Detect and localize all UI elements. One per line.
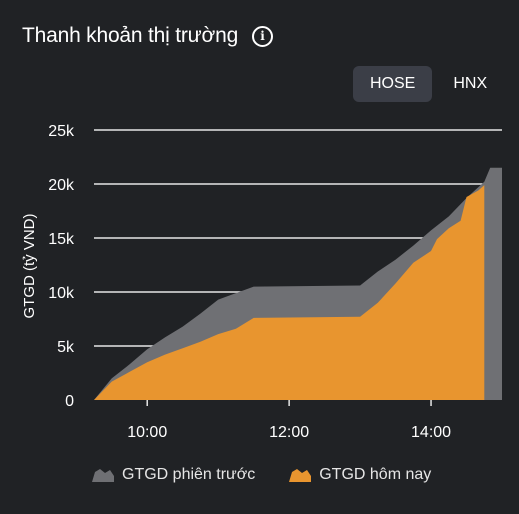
liquidity-chart: 0 5k 10k 15k 20k 25k 10:00 12:00 14:00 GTGD (tỷ…: [21, 123, 502, 441]
legend-swatch-previous: [92, 469, 114, 482]
legend-item-previous[interactable]: GTGD phiên trước: [92, 466, 255, 484]
legend-item-today[interactable]: GTGD hôm nay: [289, 466, 431, 484]
legend-label-previous: GTGD phiên trước: [122, 466, 256, 483]
y-axis: 0 5k 10k 15k 20k 25k: [48, 123, 75, 410]
x-tick-label: 14:00: [411, 424, 451, 441]
exchange-tabs: HOSE HNX: [353, 66, 504, 102]
y-tick-label: 0: [65, 393, 74, 410]
x-tick-label: 10:00: [127, 424, 167, 441]
y-tick-label: 25k: [48, 123, 75, 140]
legend-swatch-today: [289, 469, 312, 482]
y-tick-label: 20k: [48, 177, 75, 194]
x-tick-label: 12:00: [269, 424, 309, 441]
area-today: [94, 185, 485, 400]
tab-hnx[interactable]: HNX: [453, 75, 488, 92]
y-tick-label: 10k: [48, 285, 75, 302]
page-title: Thanh khoản thị trường: [22, 24, 239, 47]
legend-label-today: GTGD hôm nay: [319, 466, 432, 483]
x-axis: 10:00 12:00 14:00: [127, 400, 451, 441]
y-tick-label: 15k: [48, 231, 75, 248]
y-tick-label: 5k: [57, 339, 75, 356]
legend: GTGD phiên trước GTGD hôm nay: [92, 466, 431, 484]
chart-areas: [94, 167, 502, 400]
tab-hose[interactable]: HOSE: [353, 66, 433, 102]
header: Thanh khoản thị trường i: [22, 24, 274, 48]
y-axis-label: GTGD (tỷ VND): [21, 214, 38, 319]
info-icon[interactable]: i: [252, 25, 274, 47]
